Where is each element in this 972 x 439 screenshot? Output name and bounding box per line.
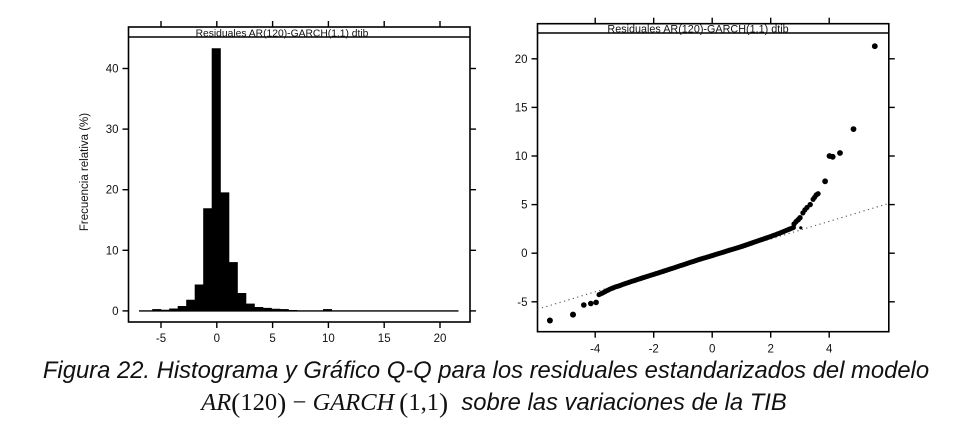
svg-text:2: 2: [767, 344, 773, 356]
svg-text:40: 40: [106, 64, 119, 76]
svg-text:10: 10: [106, 245, 119, 257]
svg-text:0: 0: [112, 306, 118, 318]
svg-text:10: 10: [322, 333, 335, 345]
svg-text:-5: -5: [156, 333, 166, 345]
svg-text:0: 0: [214, 333, 220, 345]
svg-text:Frecuencia relativa (%): Frecuencia relativa (%): [79, 113, 91, 231]
svg-text:20: 20: [515, 54, 528, 66]
svg-text:15: 15: [378, 333, 391, 345]
svg-text:15: 15: [515, 102, 528, 114]
svg-text:5: 5: [521, 200, 527, 212]
svg-text:5: 5: [269, 333, 275, 345]
svg-text:-4: -4: [590, 344, 601, 356]
svg-text:-2: -2: [649, 344, 659, 356]
svg-text:20: 20: [434, 333, 447, 345]
svg-text:10: 10: [515, 151, 528, 163]
svg-text:0: 0: [521, 248, 527, 260]
svg-text:30: 30: [106, 124, 119, 136]
svg-text:-5: -5: [517, 297, 527, 309]
svg-text:20: 20: [106, 185, 119, 197]
svg-text:Residuales AR(120)-GARCH(1,1): Residuales AR(120)-GARCH(1,1) dtib: [196, 29, 369, 40]
svg-text:0: 0: [709, 344, 715, 356]
svg-text:4: 4: [826, 344, 833, 356]
svg-text:Residuales AR(120)-GARCH(1,1): Residuales AR(120)-GARCH(1,1) dtib: [607, 24, 788, 36]
